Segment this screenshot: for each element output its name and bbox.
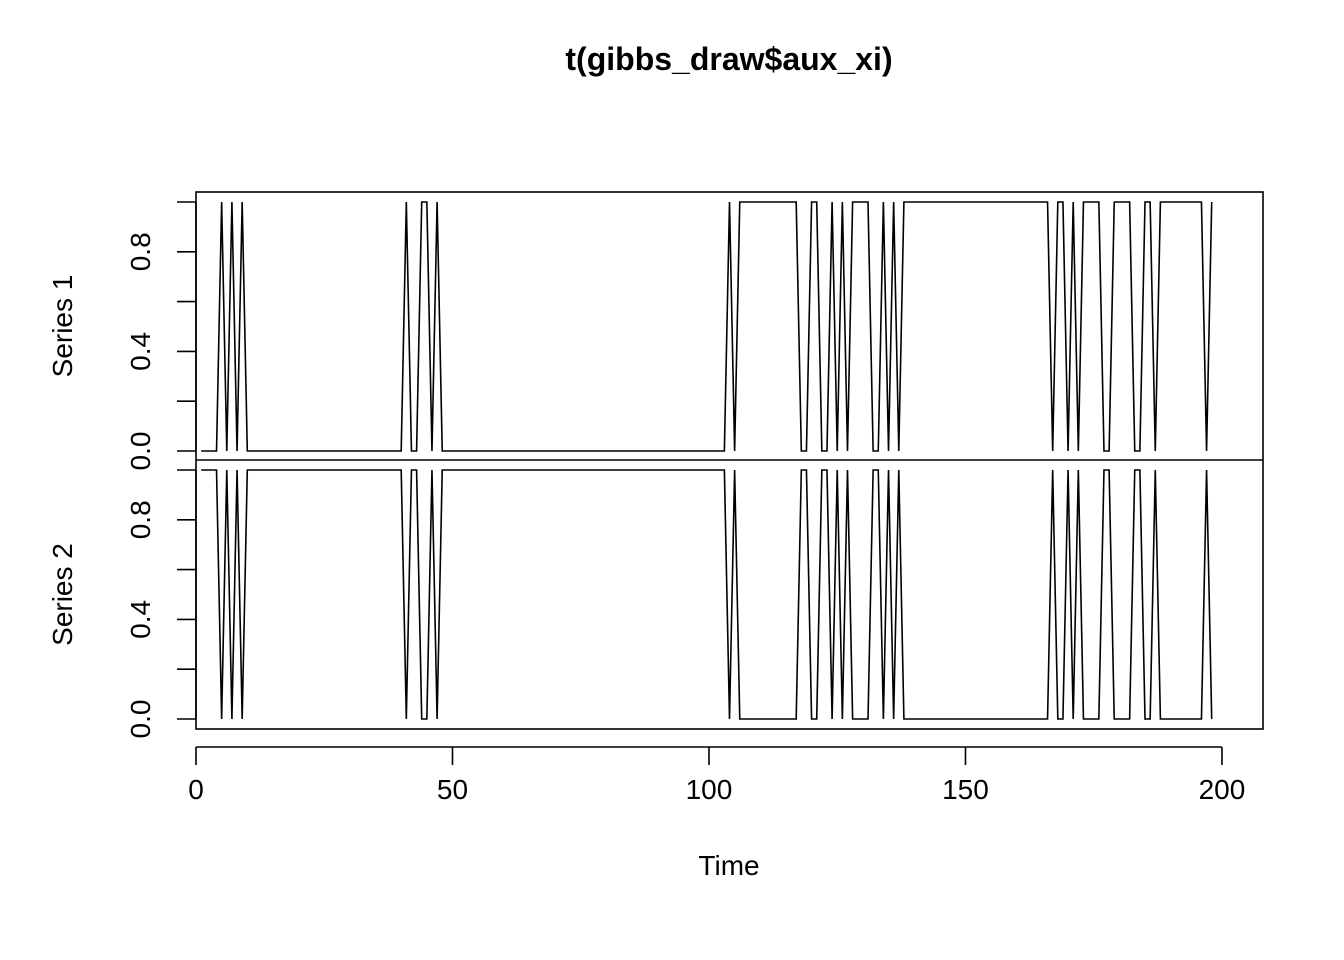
panel-series-2: 0.0 0.4 0.8 Series 2	[47, 469, 1213, 739]
x-tick-label: 100	[686, 774, 733, 805]
series-line-series-1	[201, 201, 1213, 452]
x-tick-label: 50	[437, 774, 468, 805]
y-tick-label-series-2: 0.4	[125, 600, 156, 639]
y-tick-label-series-1: 0.0	[125, 432, 156, 471]
y-tick-label-series-2: 0.0	[125, 700, 156, 739]
y-tick-label-series-1: 0.4	[125, 332, 156, 371]
panels: 0.0 0.4 0.8 Series 1 0.0 0.4 0.8 Series 2	[47, 191, 1264, 739]
panel-series-1: 0.0 0.4 0.8 Series 1	[47, 201, 1213, 471]
x-axis: 0 50 100 150 200	[188, 746, 1246, 805]
series-label-series-2: Series 2	[47, 543, 78, 646]
x-tick-label: 0	[188, 774, 204, 805]
chart-title: t(gibbs_draw$aux_xi)	[565, 41, 892, 77]
series-label-series-1: Series 1	[47, 275, 78, 378]
x-tick-label: 150	[942, 774, 989, 805]
x-tick-label: 200	[1199, 774, 1246, 805]
y-tick-label-series-1: 0.8	[125, 232, 156, 271]
series-line-series-2	[201, 469, 1213, 720]
y-tick-label-series-2: 0.8	[125, 500, 156, 539]
x-axis-label: Time	[698, 850, 759, 881]
